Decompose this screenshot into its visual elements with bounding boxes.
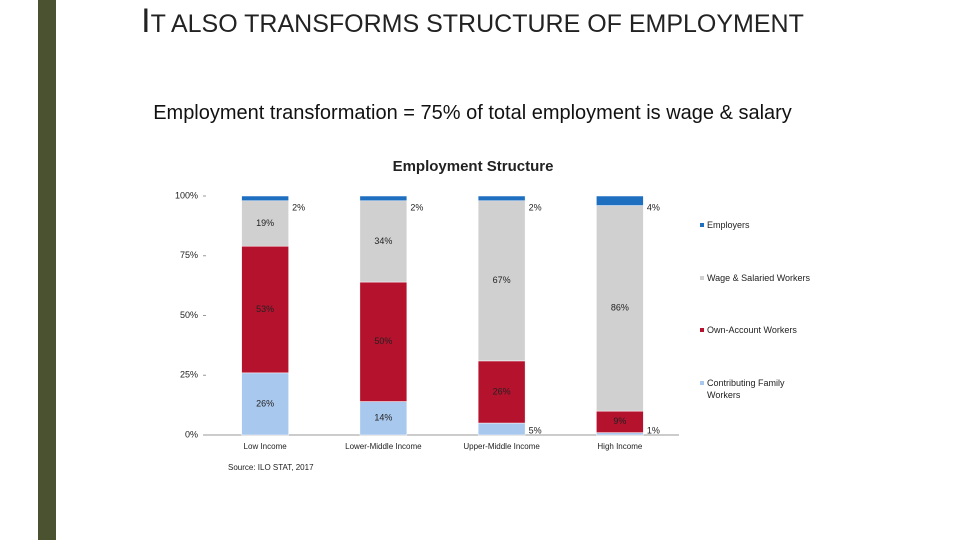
legend-label: Own-Account Workers [707, 325, 797, 335]
source: Source: ILO STAT, 2017 [228, 463, 314, 472]
side-bar [38, 0, 56, 540]
bar-segment [241, 200, 289, 247]
legend-entry: Contributing Family Workers [700, 377, 817, 401]
y-tick-label: 0% [185, 429, 198, 439]
bar-segment [241, 372, 289, 436]
bar-segment [477, 195, 526, 202]
data-label: 2% [410, 202, 423, 212]
bar-segment [241, 245, 289, 374]
data-label: 67% [493, 275, 511, 285]
bar-segment [359, 195, 408, 202]
bar-segment [241, 195, 289, 202]
x-tick-label: High Income [597, 442, 642, 451]
legend-marker [700, 276, 704, 280]
data-label: 50% [374, 336, 392, 346]
data-label: 26% [493, 386, 511, 396]
legend-label: Wage & Salaried Workers [707, 273, 811, 283]
bar-segment [359, 200, 408, 283]
slide-title: IT ALSO TRANSFORMS STRUCTURE OF EMPLOYME… [141, 2, 804, 40]
data-label: 53% [256, 304, 274, 314]
bar-segment [596, 205, 644, 412]
bar-segment [477, 360, 526, 424]
data-label: 1% [647, 425, 660, 435]
data-label: 4% [647, 202, 660, 212]
chart-title: Employment Structure [393, 158, 554, 175]
legend-entry: Employers [700, 219, 817, 231]
data-label: 26% [256, 398, 274, 408]
x-tick-label: Upper-Middle Income [463, 442, 540, 451]
legend-entry: Wage & Salaried Workers [700, 272, 817, 284]
legend-marker [700, 328, 704, 332]
y-tick-label: 25% [180, 370, 198, 380]
data-label: 34% [374, 236, 392, 246]
bar-segment [359, 401, 408, 436]
data-label: 2% [292, 202, 305, 212]
bar-segment [596, 432, 644, 436]
y-tick-label: 50% [180, 310, 198, 320]
bar-segment [596, 195, 644, 206]
data-label: 2% [529, 202, 542, 212]
data-label: 19% [256, 218, 274, 228]
x-tick-label: Low Income [244, 442, 288, 451]
data-label: 86% [611, 303, 629, 313]
y-tick-label: 75% [180, 250, 198, 260]
legend-entry: Own-Account Workers [700, 324, 817, 336]
legend-label: Contributing Family Workers [707, 378, 785, 400]
data-label: 9% [613, 416, 626, 426]
bar-segment [477, 422, 526, 436]
legend-label: Employers [707, 220, 750, 230]
data-label: 5% [529, 425, 542, 435]
legend-marker [700, 381, 704, 385]
legend-marker [700, 223, 704, 227]
y-tick-label: 100% [175, 190, 198, 200]
slide-subtitle: Employment transformation = 75% of total… [153, 102, 792, 124]
data-label: 14% [374, 413, 392, 423]
x-tick-label: Lower-Middle Income [345, 442, 422, 451]
bar-segment [359, 281, 408, 402]
